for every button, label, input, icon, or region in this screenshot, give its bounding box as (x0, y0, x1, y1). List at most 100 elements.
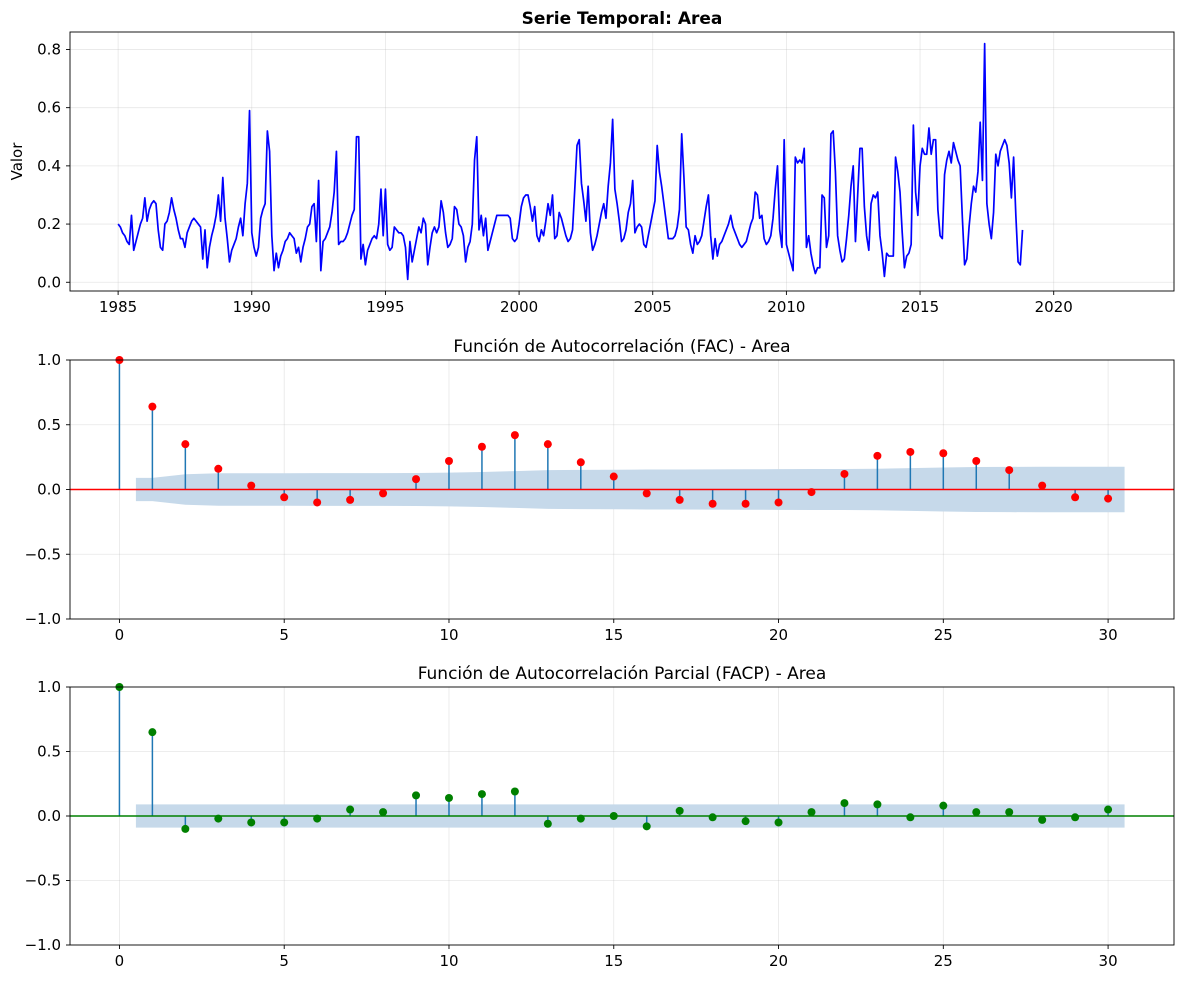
stem-marker (675, 806, 684, 815)
x-tick-label: 15 (604, 952, 623, 970)
y-tick-label: 0.0 (37, 273, 61, 291)
stem-marker (280, 818, 289, 827)
x-tick-label: 2015 (901, 298, 939, 316)
stem-marker (1005, 808, 1014, 817)
stem-marker (247, 818, 256, 827)
stem-marker (840, 799, 849, 808)
stem-marker (609, 812, 618, 820)
stem-marker (972, 457, 981, 466)
stem-marker (774, 818, 783, 827)
stem-marker (379, 489, 388, 498)
x-tick-label: 2005 (634, 298, 672, 316)
stem-marker (708, 813, 717, 822)
stem-marker (873, 800, 882, 809)
x-tick-label: 0 (115, 952, 125, 970)
plot-area (117, 42, 1024, 281)
x-tick-label: 2020 (1035, 298, 1073, 316)
stem-marker (247, 481, 256, 490)
stem-marker (642, 822, 651, 831)
stem-marker (444, 457, 453, 466)
x-tick-label: 1990 (233, 298, 271, 316)
stem-marker (939, 449, 948, 458)
stem-marker (1104, 494, 1113, 503)
stem-marker (1104, 805, 1113, 814)
x-tick-label: 5 (279, 626, 289, 644)
stem-marker (1071, 813, 1080, 822)
stem-marker (576, 458, 585, 467)
stem-marker (181, 824, 190, 833)
stem-marker (346, 495, 355, 504)
y-tick-label: 0.6 (37, 99, 61, 117)
x-tick-label: 25 (934, 952, 953, 970)
stem-marker (379, 808, 388, 817)
y-tick-label: 0.8 (37, 40, 61, 58)
stem-marker (412, 791, 421, 800)
series-line (117, 42, 1024, 281)
pacf-panel: 0 5 10 15 20 25 30 −1.0 −0.5 0.0 0.5 1.0 Función de … (25, 664, 1175, 970)
y-tick-label: 0.4 (37, 157, 61, 175)
y-tick-label: −1.0 (25, 610, 61, 628)
stem-marker (675, 495, 684, 504)
x-tick-label: 2010 (767, 298, 805, 316)
x-tick-label: 1995 (366, 298, 404, 316)
y-axis-label: Valor (8, 142, 26, 181)
chart-title: Función de Autocorrelación Parcial (FACP… (418, 664, 827, 684)
stem-marker (412, 475, 421, 484)
stem-marker (543, 440, 552, 449)
chart-title: Función de Autocorrelación (FAC) - Area (453, 337, 790, 357)
stem-marker (148, 402, 157, 411)
stem-marker (972, 808, 981, 817)
x-tick-label: 20 (769, 626, 788, 644)
stem-marker (313, 814, 322, 823)
chart-title: Serie Temporal: Area (522, 9, 723, 29)
y-tick-label: 1.0 (37, 351, 61, 369)
stem-marker (181, 440, 190, 449)
stem-marker (840, 469, 849, 478)
y-tick-label: 0.2 (37, 215, 61, 233)
stem-marker (1038, 815, 1047, 824)
stem-marker (906, 447, 915, 456)
stem-marker (477, 442, 486, 451)
y-tick-label: −0.5 (25, 872, 61, 890)
stem-marker (346, 805, 355, 814)
x-tick-label: 5 (279, 952, 289, 970)
stem-marker (873, 451, 882, 460)
stem-marker (148, 728, 157, 737)
stem-marker (906, 813, 915, 822)
stem-marker (1005, 466, 1014, 475)
x-tick-label: 25 (934, 626, 953, 644)
stem-marker (774, 498, 783, 507)
stem-marker (543, 819, 552, 828)
x-tick-label: 10 (439, 626, 458, 644)
stem-marker (214, 464, 223, 473)
stem-marker (280, 493, 289, 502)
y-tick-label: 0.5 (37, 743, 61, 761)
axes-frame (69, 31, 1175, 292)
stem-marker (642, 489, 651, 498)
x-tick-label: 20 (769, 952, 788, 970)
stem-marker (510, 431, 519, 440)
x-tick-label: 2000 (500, 298, 538, 316)
stem-marker (807, 808, 816, 817)
stem-marker (609, 472, 618, 481)
stem-marker (1038, 481, 1047, 490)
acf-panel: 0 5 10 15 20 25 30 −1.0 −0.5 0.0 0.5 1.0 Función de … (25, 337, 1175, 644)
stem-marker (741, 499, 750, 508)
y-tick-label: −0.5 (25, 545, 61, 563)
stem-marker (477, 790, 486, 799)
stem-marker (444, 793, 453, 802)
stem-marker (939, 801, 948, 810)
y-tick-label: 0.5 (37, 416, 61, 434)
stem-marker (214, 814, 223, 823)
y-tick-label: −1.0 (25, 936, 61, 954)
x-tick-label: 0 (115, 626, 125, 644)
x-tick-label: 10 (439, 952, 458, 970)
stem-marker (807, 488, 816, 497)
stem-marker (1071, 493, 1080, 502)
stem-marker (741, 817, 750, 826)
time-series-panel: 1985 1990 1995 2000 2005 2010 2015 2020 0.0 0.2 0.… (8, 9, 1175, 316)
plot-area (70, 360, 1174, 513)
y-tick-label: 0.0 (37, 481, 61, 499)
x-tick-label: 30 (1099, 952, 1118, 970)
